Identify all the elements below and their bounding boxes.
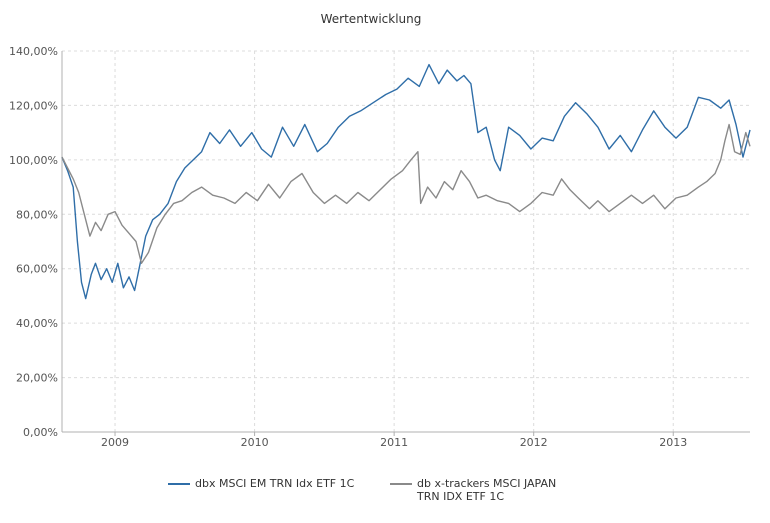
- legend-swatch-series-2: [390, 483, 412, 485]
- x-tick-label: 2010: [241, 436, 269, 449]
- x-tick-label: 2013: [659, 436, 687, 449]
- chart-title: Wertentwicklung: [321, 12, 422, 26]
- series-line-1: [61, 63, 751, 300]
- y-tick-label: 40,00%: [16, 317, 58, 330]
- legend-item-series-1[interactable]: dbx MSCI EM TRN Idx ETF 1C: [168, 477, 378, 491]
- legend-swatch-series-1: [168, 483, 190, 485]
- y-tick-label: 60,00%: [16, 263, 58, 276]
- y-tick-label: 100,00%: [9, 154, 58, 167]
- legend-label-series-2: db x-trackers MSCI JAPAN TRN IDX ETF 1C: [417, 477, 557, 503]
- legend-item-series-2[interactable]: db x-trackers MSCI JAPAN TRN IDX ETF 1C: [390, 477, 590, 505]
- y-tick-label: 140,00%: [9, 45, 58, 58]
- series-lines: [61, 63, 751, 300]
- y-tick-label: 120,00%: [9, 99, 58, 112]
- x-tick-label: 2012: [520, 436, 548, 449]
- x-tick-label: 2009: [101, 436, 129, 449]
- legend-label-series-1: dbx MSCI EM TRN Idx ETF 1C: [195, 477, 355, 490]
- x-tick-label: 2011: [380, 436, 408, 449]
- y-axis: 0,00% 20,00% 40,00% 60,00% 80,00% 100,00% 120,…: [9, 45, 58, 439]
- y-tick-label: 80,00%: [16, 208, 58, 221]
- y-tick-label: 0,00%: [23, 426, 58, 439]
- y-tick-label: 20,00%: [16, 372, 58, 385]
- series-line-2: [61, 123, 751, 264]
- grid: [61, 50, 750, 433]
- x-axis: 2009 2010 2011 2012 2013: [101, 432, 687, 449]
